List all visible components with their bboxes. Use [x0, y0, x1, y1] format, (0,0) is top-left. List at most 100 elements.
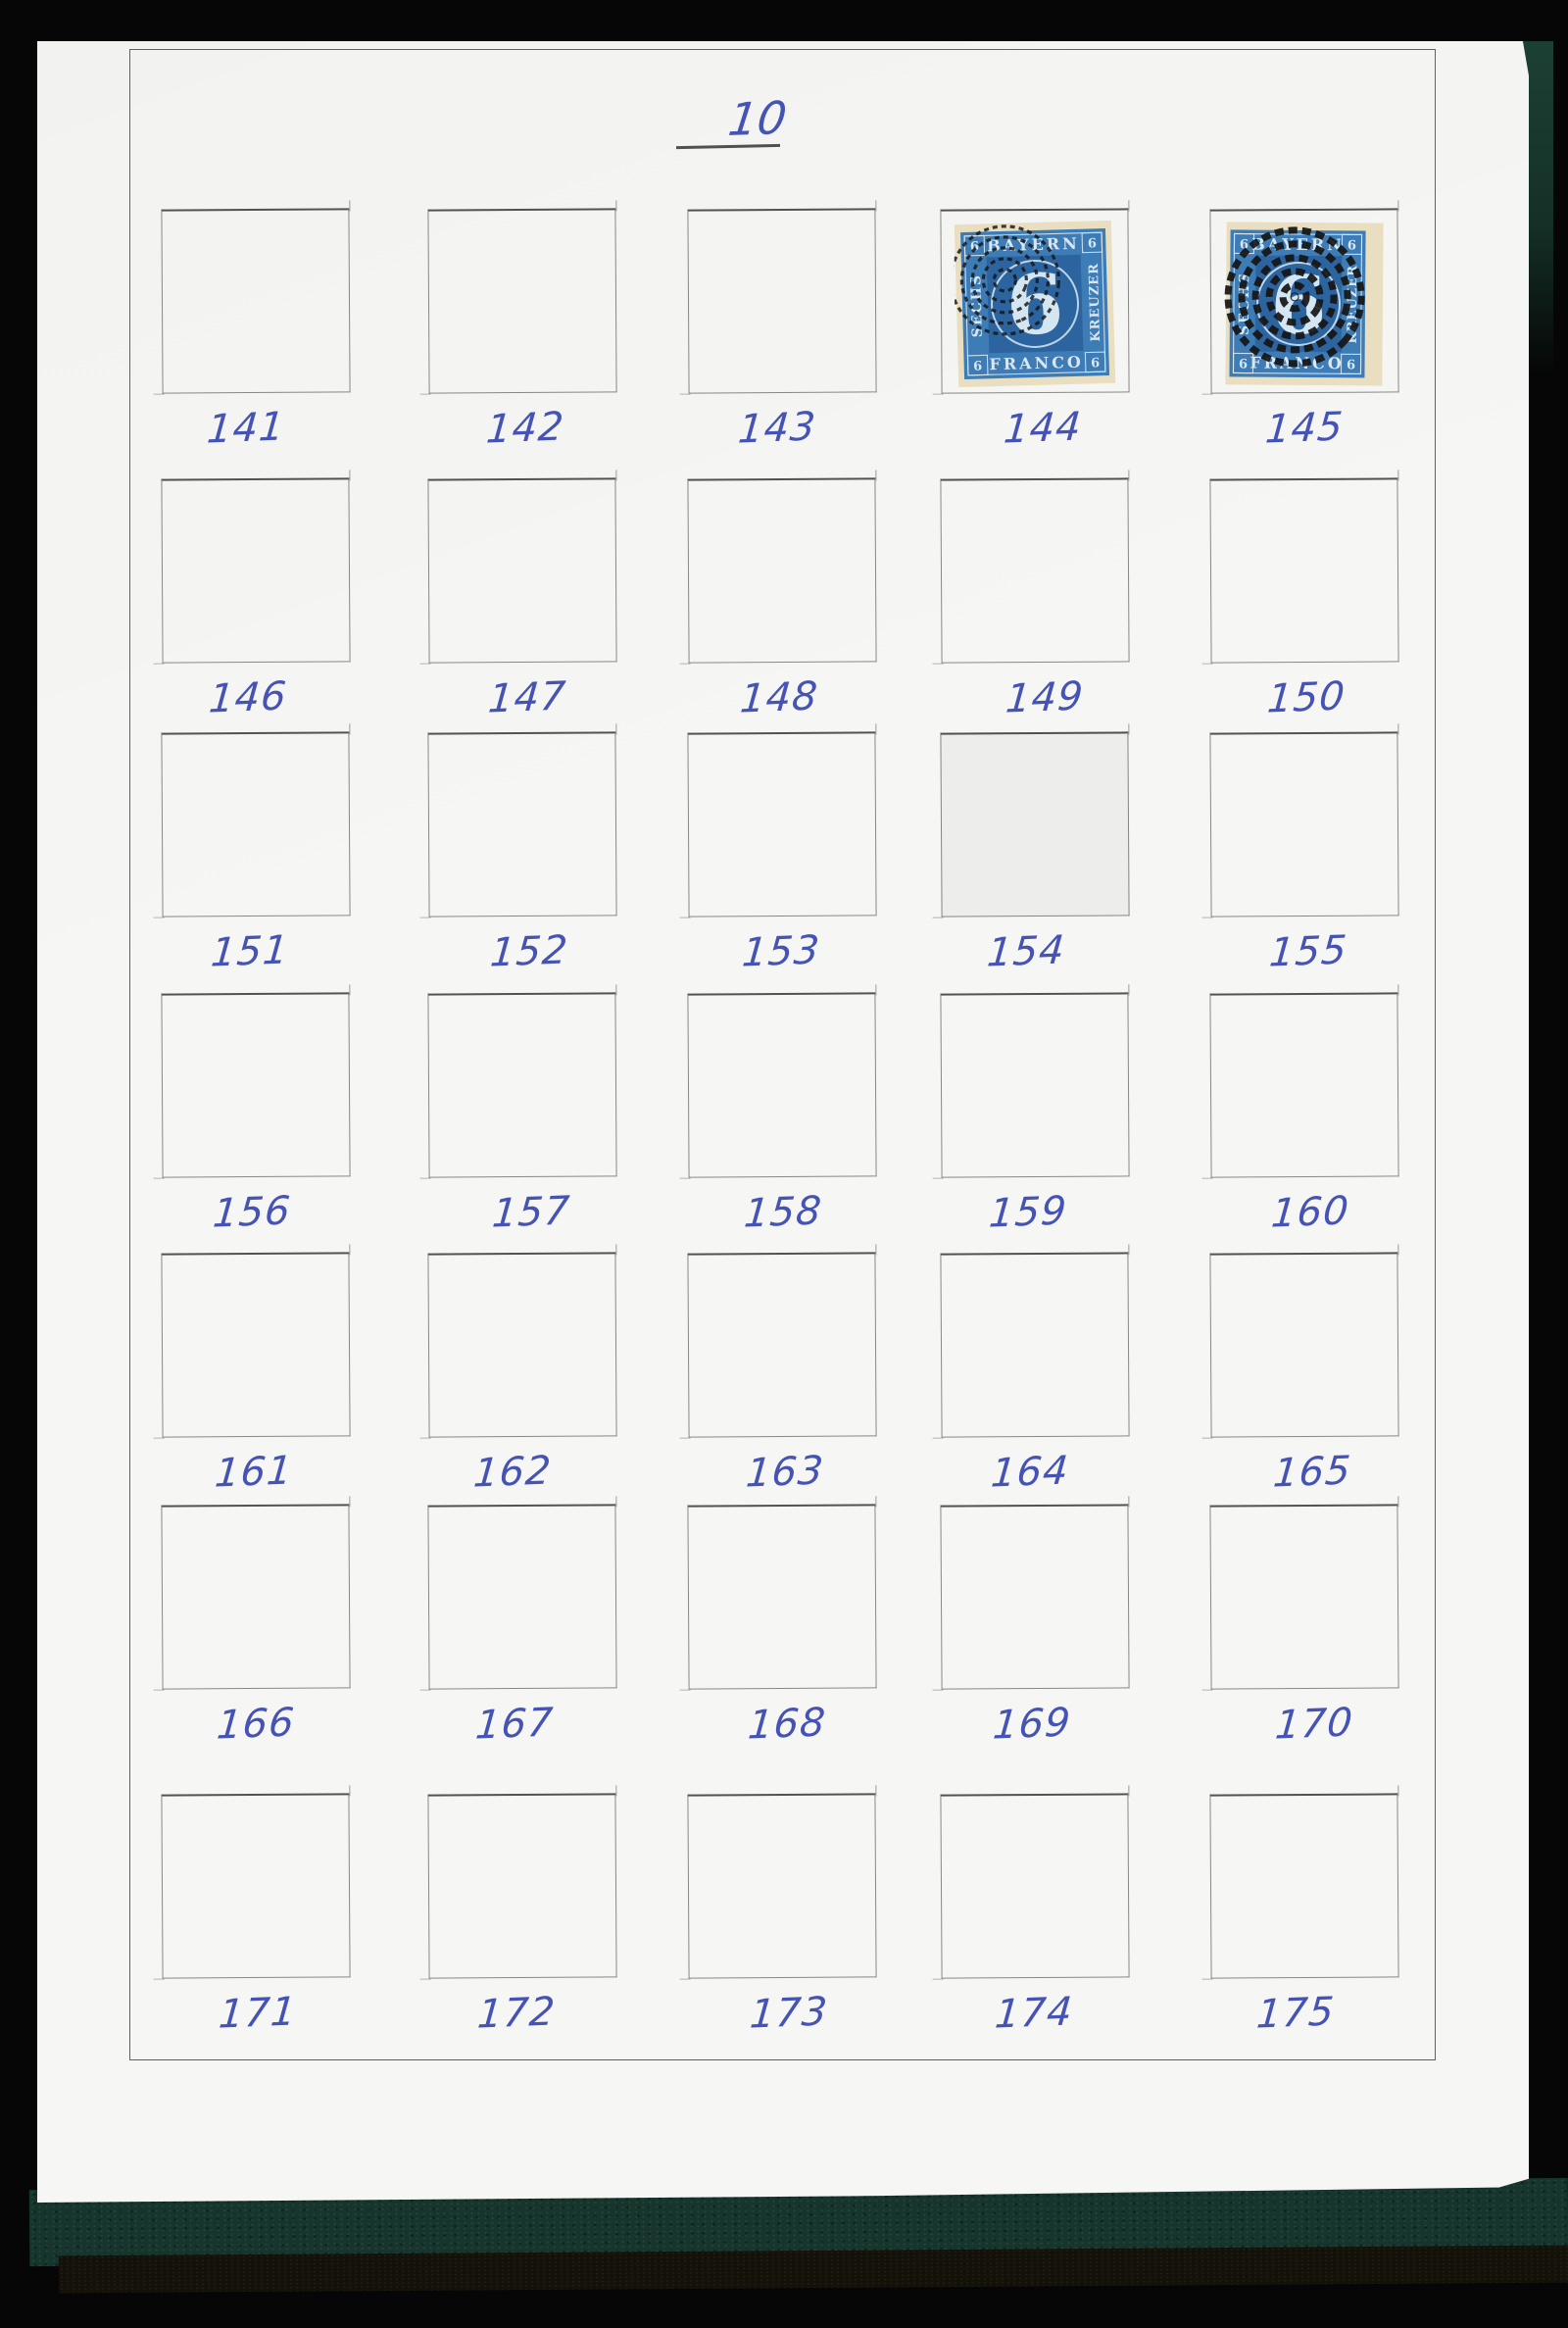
stamp-number-label: 149: [1004, 673, 1086, 722]
stamp-grid: 141 142 143 6 6 6 6 BAYERN FRANCO SECHS …: [37, 41, 1529, 2203]
stamp-number-label: 164: [989, 1448, 1071, 1497]
stamp-box-outline: [427, 1252, 617, 1438]
stamp-box-outline: [161, 208, 351, 394]
stamp-box-outline: [940, 477, 1130, 664]
stamp-number-label: 151: [209, 927, 291, 976]
stamp-box-outline: [687, 731, 877, 917]
stamp-number-label: 173: [748, 1989, 830, 2038]
stamp-slot: 169: [940, 1504, 1130, 1749]
stamp-number-label: 163: [744, 1448, 826, 1497]
stamp-box-outline: [940, 1252, 1130, 1438]
stamp-slot: 158: [687, 992, 877, 1237]
album-page: 10 141 142 143 6 6 6 6 BAYERN FRANCO SEC…: [37, 41, 1529, 2203]
stamp-corner-value: 6: [1088, 236, 1097, 251]
stamp-slot: 157: [427, 992, 617, 1237]
stamp-number-label: 162: [471, 1448, 554, 1497]
stamp-slot: 154: [940, 731, 1130, 976]
stamp-bayern-6kr-heavy-cancel: 6 6 6 6 BAYERN FRANCO SECHS KREUZER 6: [1224, 222, 1384, 386]
stamp-number-label: 152: [488, 927, 570, 976]
stamp-box-outline: [161, 1504, 351, 1690]
stamp-number-label: 145: [1263, 404, 1346, 453]
stamp-number-label: 170: [1273, 1700, 1355, 1749]
stamp-slot: 143: [687, 208, 877, 453]
stamp-number-label: 146: [207, 673, 289, 722]
stamp-box-outline: [1209, 992, 1399, 1178]
stamp-box-outline: [687, 1252, 877, 1438]
stamp-number-label: 167: [473, 1700, 556, 1749]
stamp-box-outline: [427, 731, 617, 917]
stamp-box-outline: [427, 992, 617, 1178]
stamp-box-outline: [161, 1793, 351, 1979]
stamp-corner-value: 6: [1347, 358, 1355, 372]
stamp-slot: 173: [687, 1793, 877, 2038]
stamp-corner-value: 6: [973, 360, 982, 374]
stamp-country-text: BAYERN: [987, 234, 1080, 256]
stamp-number-label: 155: [1267, 927, 1349, 976]
stamp-number-label: 159: [987, 1188, 1069, 1237]
stamp-box-outline: [161, 992, 351, 1178]
stamp-slot: 171: [161, 1793, 351, 2038]
stamp-number-label: 150: [1265, 673, 1348, 722]
stamp-number-label: 158: [742, 1188, 824, 1237]
stamp-box-outline: [161, 477, 351, 664]
stamp-number-label: 148: [738, 673, 820, 722]
stamp-box-outline: 6 6 6 6 BAYERN FRANCO SECHS KREUZER 6: [940, 208, 1130, 394]
stamp-corner-value: 6: [1348, 238, 1356, 253]
stamp-number-label: 142: [484, 404, 566, 453]
stamp-box-outline: [687, 1793, 877, 1979]
stamp-number-label: 153: [740, 927, 822, 976]
stamp-slot: 156: [161, 992, 351, 1237]
stamp-number-label: 147: [486, 673, 568, 722]
stamp-slot: 141: [161, 208, 351, 453]
stamp-box-outline: [687, 208, 877, 394]
stamp-slot: 165: [1209, 1252, 1399, 1497]
stamp-number-label: 169: [991, 1700, 1073, 1749]
stamp-number-label: 144: [1002, 404, 1084, 453]
stamp-box-outline: [427, 477, 617, 664]
stamp-slot: 161: [161, 1252, 351, 1497]
stamp-slot: 148: [687, 477, 877, 722]
stamp-number-label: 165: [1271, 1448, 1353, 1497]
stamp-number-label: 168: [746, 1700, 828, 1749]
stamp-box-outline: [1209, 1793, 1399, 1979]
stamp-box-outline: [1209, 1252, 1399, 1438]
stamp-corner-value: 6: [1239, 357, 1248, 371]
stamp-slot: 172: [427, 1793, 617, 2038]
stamp-number-label: 161: [213, 1448, 295, 1497]
stamp-box-outline: [687, 992, 877, 1178]
stamp-slot: 163: [687, 1252, 877, 1497]
stamp-slot: 153: [687, 731, 877, 976]
stamp-slot: 149: [940, 477, 1130, 722]
stamp-slot: 6 6 6 6 BAYERN FRANCO SECHS KREUZER 6 14…: [1209, 208, 1399, 453]
stamp-center-panel: [986, 254, 1084, 354]
stamp-box-outline: [687, 477, 877, 664]
stamp-number-label: 143: [736, 404, 818, 453]
stamp-box-outline: [940, 1793, 1130, 1979]
stamp-slot: 168: [687, 1504, 877, 1749]
stamp-box-outline: [161, 1252, 351, 1438]
stamp-box-outline: [1209, 1504, 1399, 1690]
stamp-box-outline: [161, 731, 351, 917]
stamp-slot: 164: [940, 1252, 1130, 1497]
stamp-slot: 174: [940, 1793, 1130, 2038]
pencil-page-frame: [129, 49, 1436, 2060]
stamp-slot: 151: [161, 731, 351, 976]
stamp-slot: 159: [940, 992, 1130, 1237]
stamp-slot: 160: [1209, 992, 1399, 1237]
stamp-box-outline: [427, 1504, 617, 1690]
stamp-slot: 155: [1209, 731, 1399, 976]
stamp-bayern-6kr: 6 6 6 6 BAYERN FRANCO SECHS KREUZER 6: [954, 220, 1116, 388]
stamp-slot: 162: [427, 1252, 617, 1497]
stamp-number-label: 175: [1254, 1989, 1337, 2038]
postmark-rings: [1224, 226, 1365, 368]
stamp-franco-text: FRANCO: [989, 353, 1084, 374]
stamp-box-outline: [1209, 477, 1399, 664]
stamp-box-outline: [687, 1504, 877, 1690]
stamp-slot: 170: [1209, 1504, 1399, 1749]
stamp-box-outline: [940, 992, 1130, 1178]
stamp-corner-value: 6: [1091, 356, 1100, 371]
stamp-corner-value: 6: [1240, 237, 1249, 252]
stamp-right-text: KREUZER: [1087, 263, 1103, 342]
stamp-box-outline: [1209, 731, 1399, 917]
stamp-number-label: 156: [211, 1188, 293, 1237]
